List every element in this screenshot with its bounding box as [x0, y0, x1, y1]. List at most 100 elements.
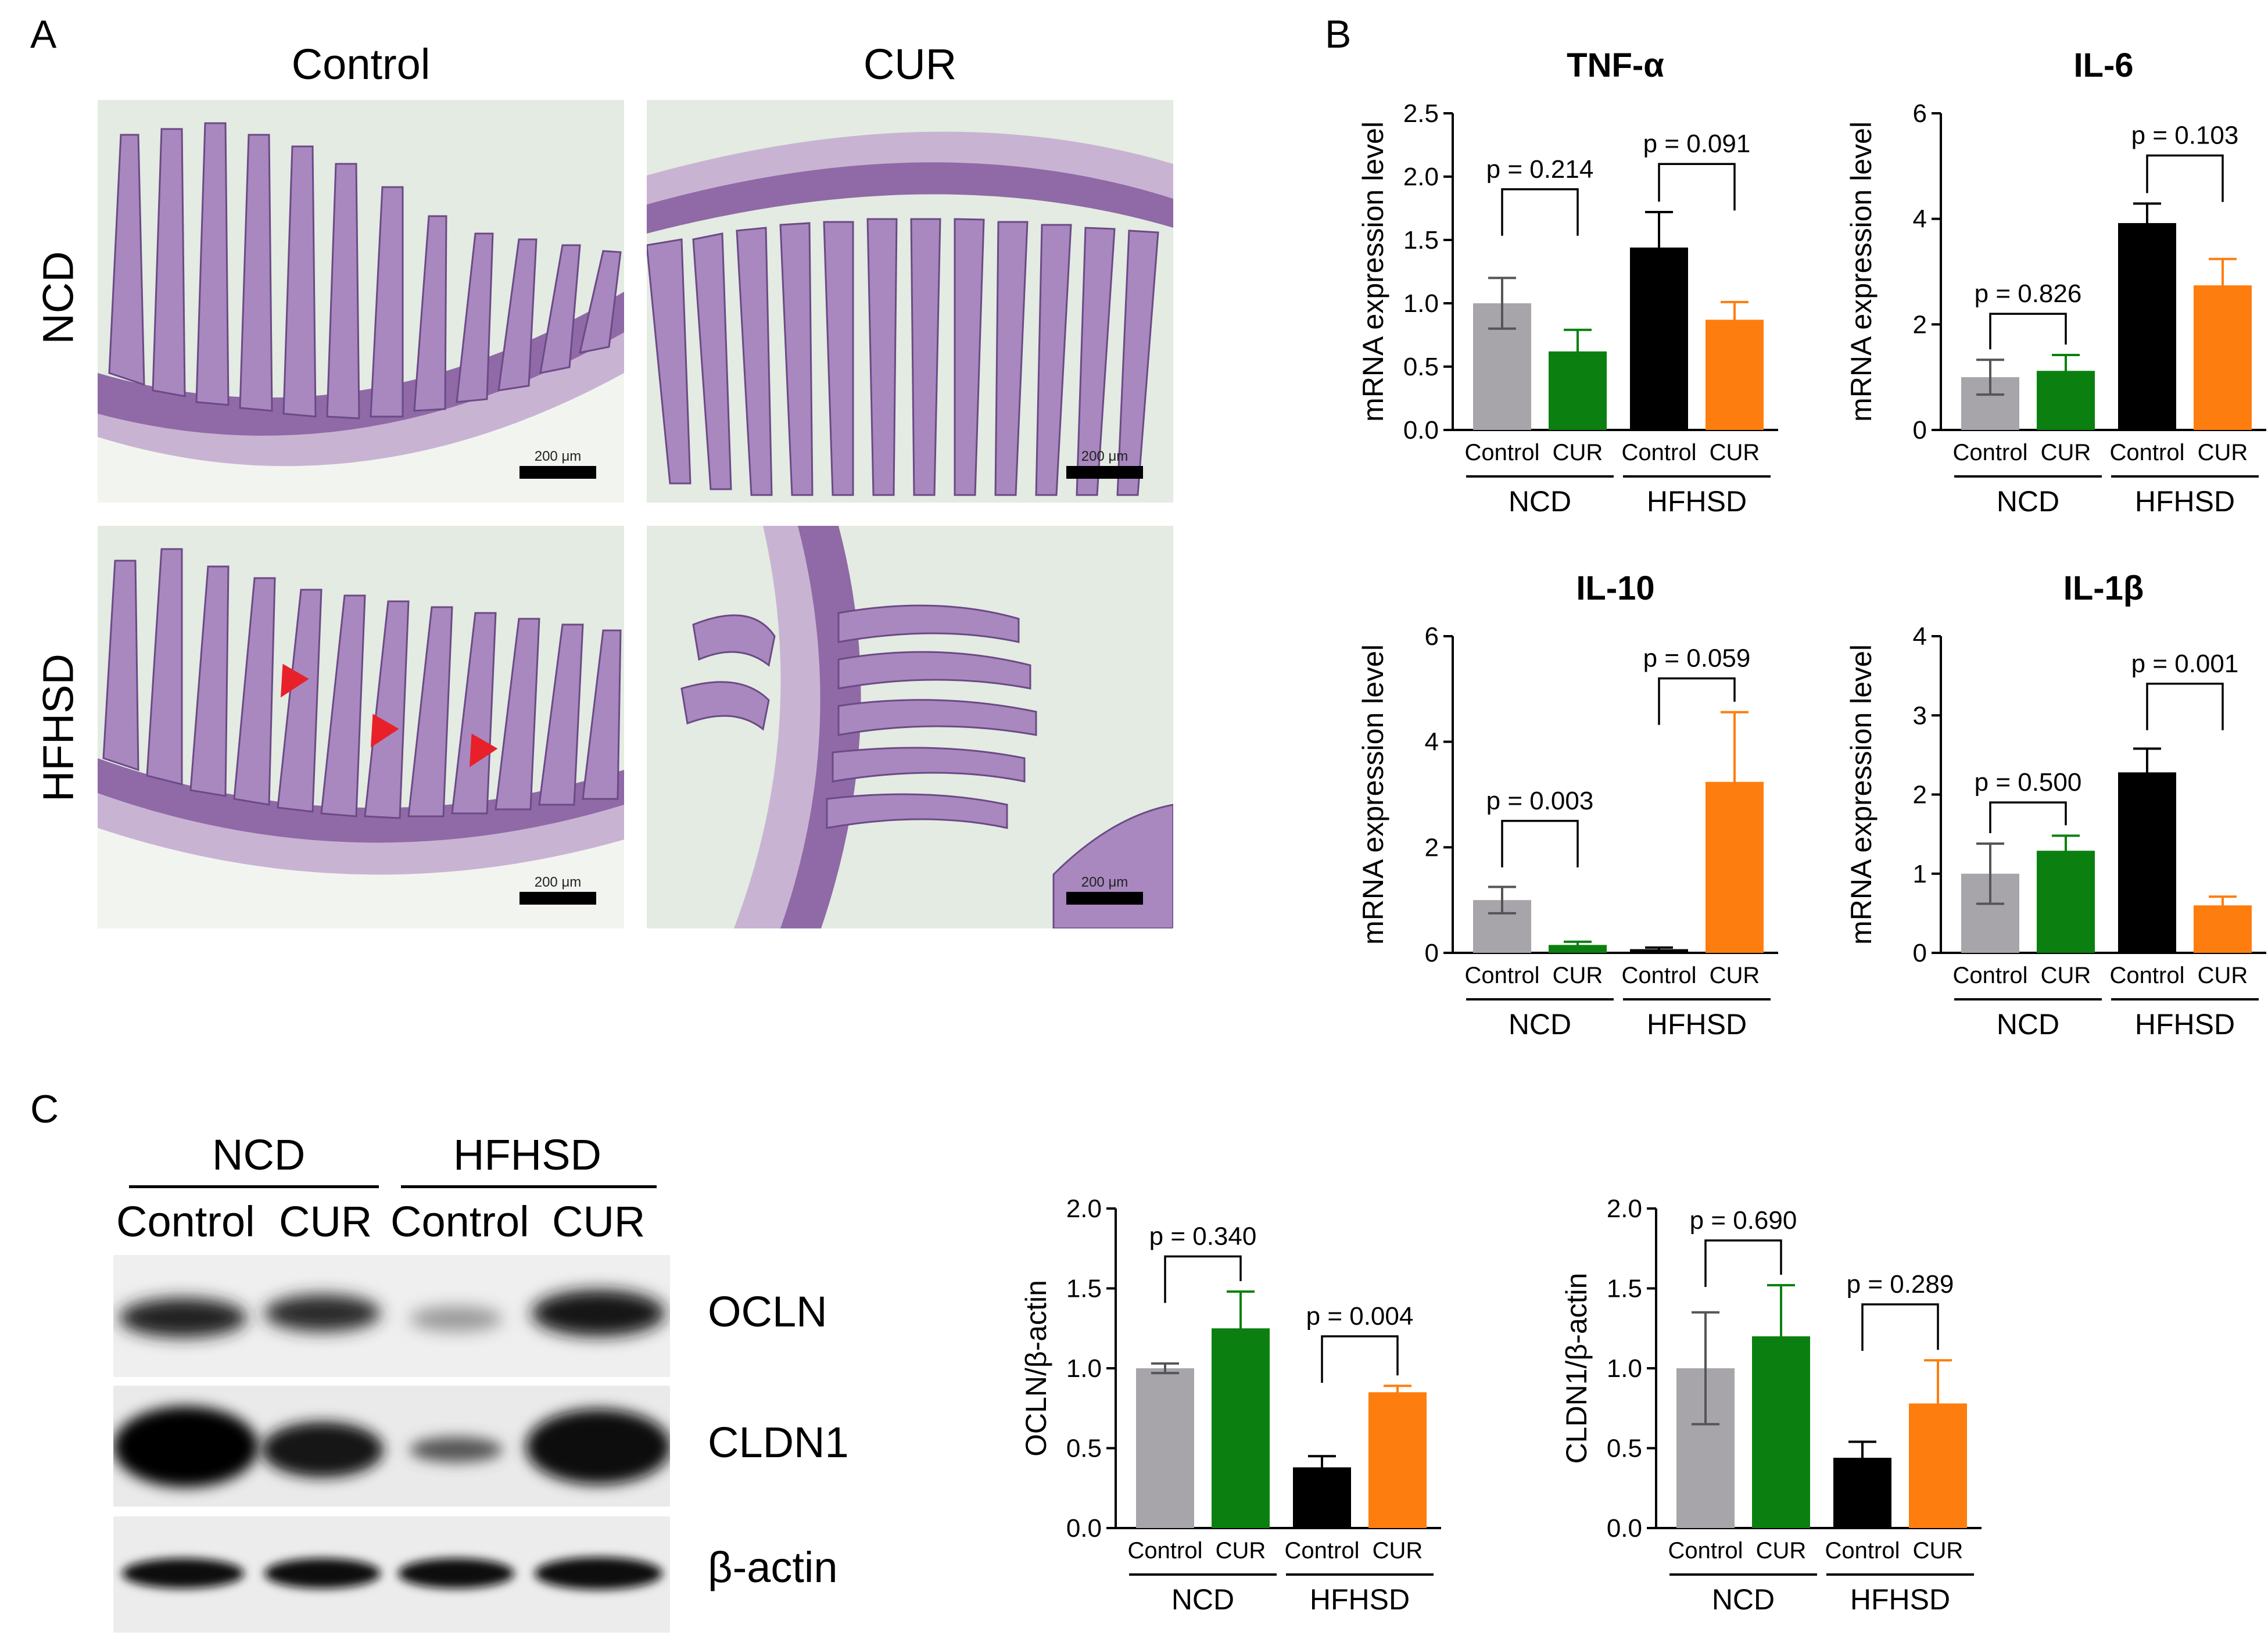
- y-axis-label: mRNA expression level: [1357, 121, 1389, 422]
- comparison-bracket: [1501, 188, 1579, 236]
- y-tick-label: 0: [1913, 939, 1927, 967]
- wb-lane-label-4: CUR: [552, 1197, 646, 1246]
- wb-cldn1-bands: [113, 1406, 670, 1487]
- wb-label-ocln: OCLN: [708, 1288, 827, 1336]
- scale-text-3: 200 μm: [534, 874, 582, 890]
- y-axis-label: OCLN/β-actin: [1020, 1280, 1052, 1457]
- y-tick-label: 0.0: [1607, 1514, 1642, 1543]
- comparison-bracket: [1164, 1255, 1242, 1303]
- group-label: HFHSD: [2135, 485, 2235, 518]
- group-label: NCD: [1997, 1008, 2059, 1041]
- x-tick-label: Control: [1285, 1538, 1360, 1563]
- wb-lane-label-1: Control: [116, 1197, 255, 1246]
- x-tick-label: Control: [1825, 1538, 1900, 1563]
- group-label: NCD: [1171, 1583, 1234, 1616]
- comparison-bracket: [1321, 1335, 1399, 1383]
- villi-hfhsd-cur: [647, 526, 1173, 928]
- x-tick-label: Control: [1128, 1538, 1203, 1563]
- chart-tnf-alpha: TNF-α mRNA expression level 0.0 0.5 1.0 1.5 2.…: [1357, 46, 1778, 518]
- x-tick-label: CUR: [2198, 963, 2248, 988]
- comparison-bracket: [1501, 820, 1579, 867]
- histology-image-hfhsd-control: 200 μm: [98, 526, 624, 928]
- p-value-label: p = 0.500: [1975, 768, 2082, 797]
- bar: [1368, 1392, 1427, 1528]
- y-tick-label: 1.0: [1403, 289, 1439, 318]
- villi-hfhsd-control: [98, 526, 624, 928]
- y-axis-label: mRNA expression level: [1845, 121, 1878, 422]
- group-label: NCD: [1712, 1583, 1775, 1616]
- comparison-bracket: [1989, 313, 2067, 350]
- chart-title: TNF-α: [1567, 46, 1664, 84]
- chart-title: IL-6: [2073, 46, 2133, 84]
- bar: [2118, 772, 2176, 953]
- chart-title: IL-1β: [2063, 569, 2144, 607]
- wb-beta-actin-bands: [122, 1557, 662, 1590]
- wb-label-beta-actin: β-actin: [708, 1543, 838, 1591]
- y-tick-label: 0.5: [1607, 1435, 1642, 1463]
- chart-il-6: IL-6 mRNA expression level 0 2 4 6 Control CUR C…: [1845, 46, 2266, 518]
- p-value-label: p = 0.059: [1643, 644, 1751, 673]
- y-axis-label: mRNA expression level: [1357, 644, 1389, 945]
- x-tick-label: Control: [2110, 440, 2185, 465]
- x-tick-label: CUR: [1710, 440, 1760, 465]
- wb-label-cldn1: CLDN1: [708, 1418, 849, 1466]
- y-tick-label: 2: [1425, 833, 1439, 862]
- wb-lane-label-3: Control: [390, 1197, 529, 1246]
- villi-ncd-control: [98, 100, 624, 503]
- histology-image-ncd-cur: 200 μm: [647, 100, 1173, 503]
- y-tick-label: 0.0: [1403, 416, 1439, 444]
- y-tick-label: 1.5: [1607, 1275, 1642, 1303]
- x-tick-label: Control: [1622, 440, 1697, 465]
- p-value-label: p = 0.103: [2131, 121, 2239, 150]
- x-tick-label: Control: [1465, 963, 1540, 988]
- y-tick-label: 0.0: [1066, 1514, 1102, 1543]
- comparison-bracket: [1989, 801, 2067, 833]
- p-value-label: p = 0.004: [1306, 1302, 1414, 1331]
- wb-lane-label-2: CUR: [279, 1197, 372, 1246]
- y-axis-label: mRNA expression level: [1845, 644, 1878, 945]
- x-tick-label: Control: [1668, 1538, 1743, 1563]
- group-label: HFHSD: [2135, 1008, 2235, 1041]
- comparison-bracket: [1704, 1239, 1782, 1287]
- wb-blot-ocln: [113, 1255, 670, 1377]
- wb-group-ncd: NCD: [212, 1131, 306, 1179]
- panel-letter-b: B: [1325, 12, 1352, 56]
- chart-ocln-ratio: OCLN/β-actin 0.0 0.5 1.0 1.5 2.0 Control CUR Con…: [1020, 1195, 1441, 1616]
- y-tick-label: 4: [1913, 622, 1927, 651]
- x-tick-label: CUR: [1373, 1538, 1423, 1563]
- x-tick-label: CUR: [2041, 440, 2091, 465]
- chart-cldn1-ratio: CLDN1/β-actin 0.0 0.5 1.0 1.5 2.0 Control CUR Co…: [1560, 1195, 1982, 1616]
- y-tick-label: 0.5: [1403, 353, 1439, 381]
- group-label: HFHSD: [1647, 1008, 1747, 1041]
- y-tick-label: 0.5: [1066, 1435, 1102, 1463]
- wb-ocln-bands: [119, 1290, 665, 1337]
- y-tick-label: 0: [1913, 416, 1927, 444]
- wb-blot-cldn1: [113, 1386, 670, 1507]
- scale-bar-4: [1066, 892, 1143, 905]
- column-header-cur: CUR: [863, 40, 957, 88]
- y-tick-label: 1.5: [1066, 1275, 1102, 1303]
- y-tick-label: 6: [1913, 99, 1927, 128]
- comparison-bracket: [1658, 163, 1736, 211]
- x-tick-label: CUR: [1553, 963, 1603, 988]
- x-tick-label: CUR: [1710, 963, 1760, 988]
- comparison-bracket: [1861, 1303, 1939, 1351]
- bar: [2037, 851, 2095, 953]
- histology-image-hfhsd-cur: 200 μm: [647, 526, 1173, 928]
- group-label: NCD: [1997, 485, 2059, 518]
- y-axis-label: CLDN1/β-actin: [1560, 1273, 1593, 1464]
- group-label: NCD: [1509, 1008, 1571, 1041]
- x-tick-label: CUR: [1756, 1538, 1807, 1563]
- chart-title: IL-10: [1576, 569, 1654, 607]
- p-value-label: p = 0.003: [1486, 787, 1594, 815]
- y-tick-label: 2.0: [1403, 163, 1439, 191]
- wb-blot-beta-actin: [113, 1516, 670, 1633]
- y-tick-label: 0: [1425, 939, 1439, 967]
- bar: [2118, 223, 2176, 430]
- y-tick-label: 2.5: [1403, 99, 1439, 128]
- scale-bar-3: [519, 892, 596, 905]
- x-tick-label: CUR: [2041, 963, 2091, 988]
- p-value-label: p = 0.289: [1847, 1270, 1954, 1299]
- x-tick-label: Control: [2110, 963, 2185, 988]
- p-value-label: p = 0.340: [1149, 1222, 1257, 1251]
